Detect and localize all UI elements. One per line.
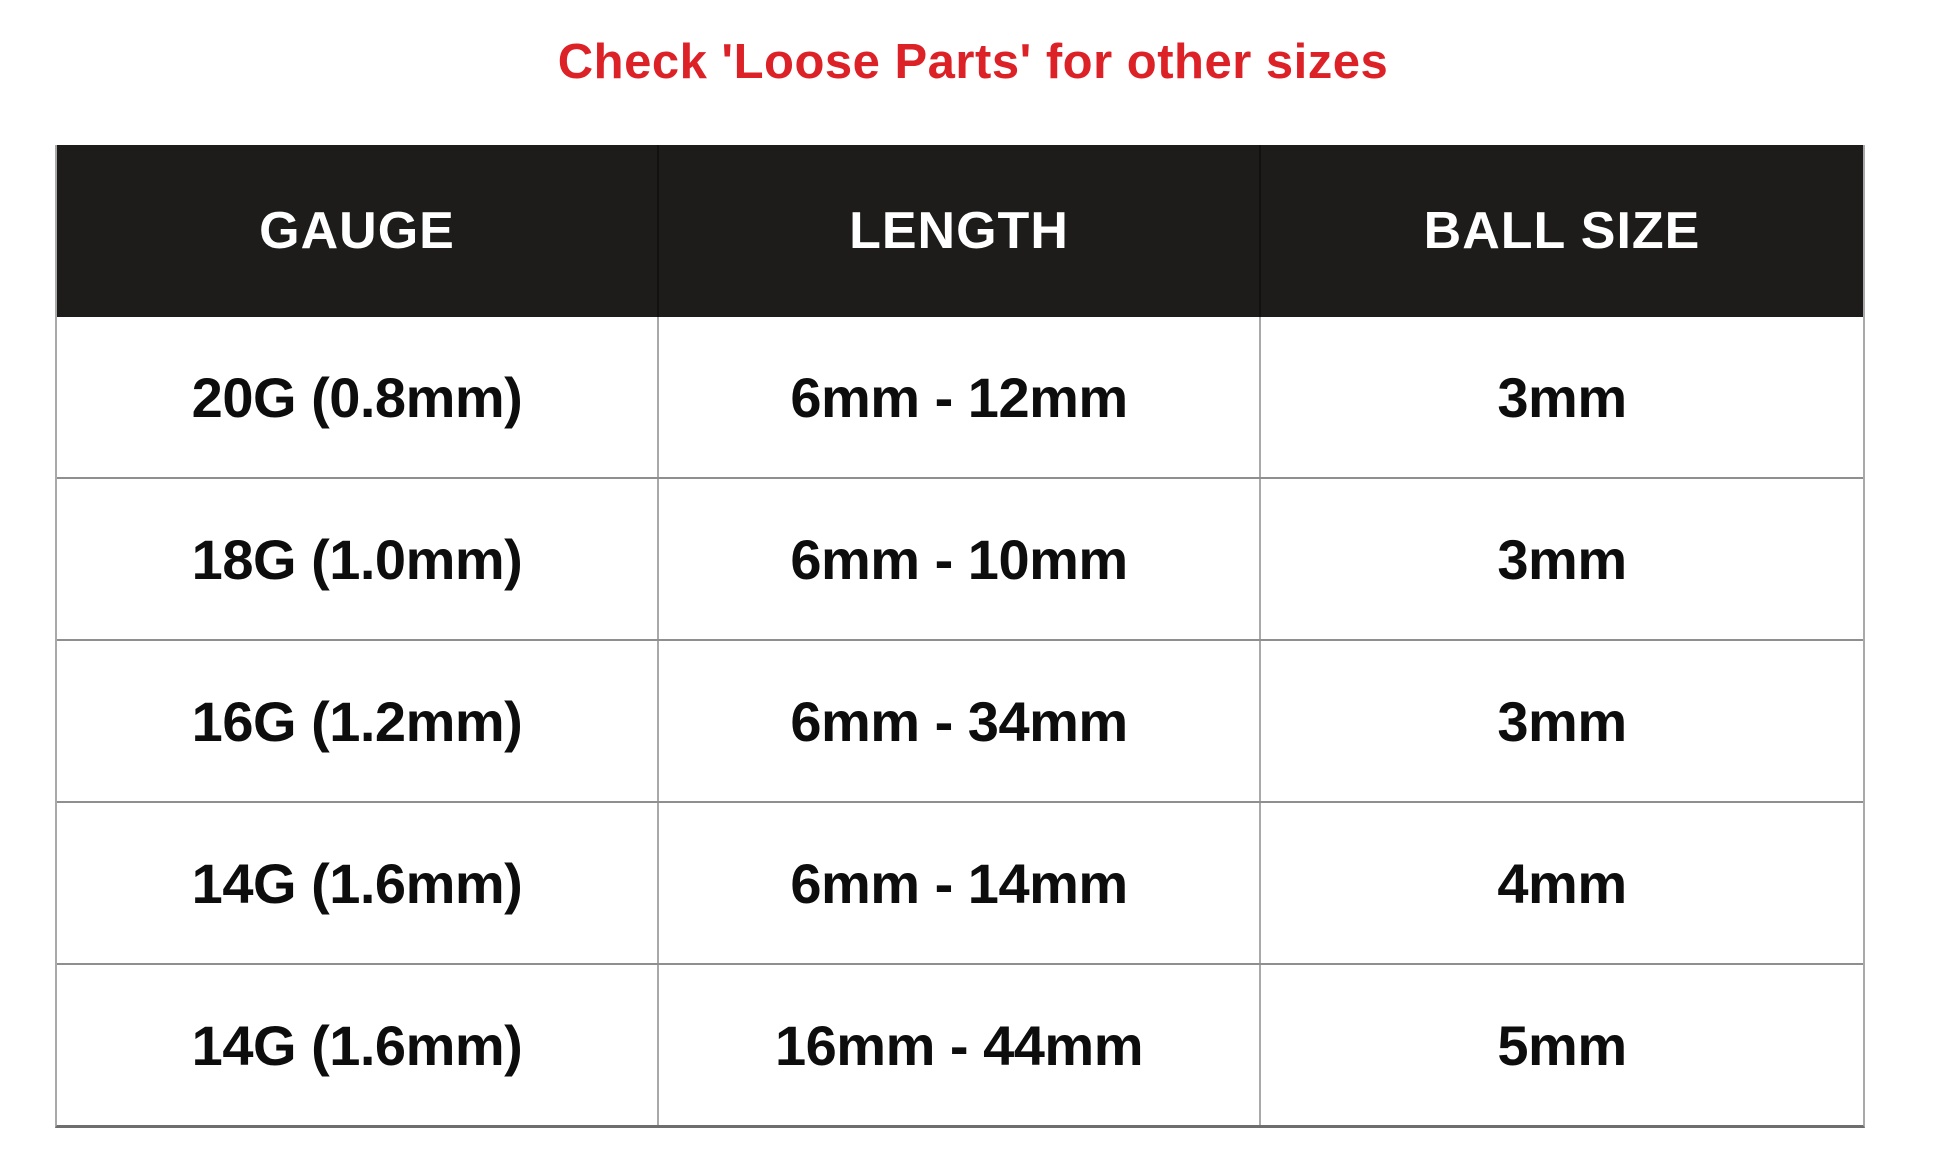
- header-cell-length: LENGTH: [659, 145, 1261, 317]
- cell-length: 6mm - 12mm: [659, 317, 1261, 477]
- cell-gauge: 14G (1.6mm): [57, 803, 659, 963]
- cell-ball-size: 3mm: [1497, 689, 1627, 753]
- cell-ball-size: 3mm: [1497, 365, 1627, 429]
- size-table: GAUGE LENGTH BALL SIZE 20G (0.8mm) 6mm -…: [55, 145, 1865, 1128]
- cell-length: 6mm - 34mm: [659, 641, 1261, 801]
- header-cell-ball-size: BALL SIZE: [1423, 202, 1701, 260]
- cell-length: 16mm - 44mm: [659, 965, 1261, 1125]
- table-row: 14G (1.6mm) 16mm - 44mm 5mm: [57, 963, 1863, 1125]
- table-header-row: GAUGE LENGTH BALL SIZE: [57, 145, 1863, 317]
- table-row: 14G (1.6mm) 6mm - 14mm 4mm: [57, 801, 1863, 963]
- cell-ball-size: 4mm: [1497, 851, 1627, 915]
- table-row: 20G (0.8mm) 6mm - 12mm 3mm: [57, 317, 1863, 477]
- table-row: 18G (1.0mm) 6mm - 10mm 3mm: [57, 477, 1863, 639]
- cell-length: 6mm - 10mm: [659, 479, 1261, 639]
- cell-ball-size: 3mm: [1497, 527, 1627, 591]
- cell-gauge: 20G (0.8mm): [57, 317, 659, 477]
- page-title: Check 'Loose Parts' for other sizes: [557, 35, 1389, 89]
- header-cell-gauge: GAUGE: [57, 145, 659, 317]
- cell-gauge: 16G (1.2mm): [57, 641, 659, 801]
- cell-ball-size: 5mm: [1497, 1013, 1627, 1077]
- cell-gauge: 18G (1.0mm): [57, 479, 659, 639]
- cell-gauge: 14G (1.6mm): [57, 965, 659, 1125]
- cell-length: 6mm - 14mm: [659, 803, 1261, 963]
- table-row: 16G (1.2mm) 6mm - 34mm 3mm: [57, 639, 1863, 801]
